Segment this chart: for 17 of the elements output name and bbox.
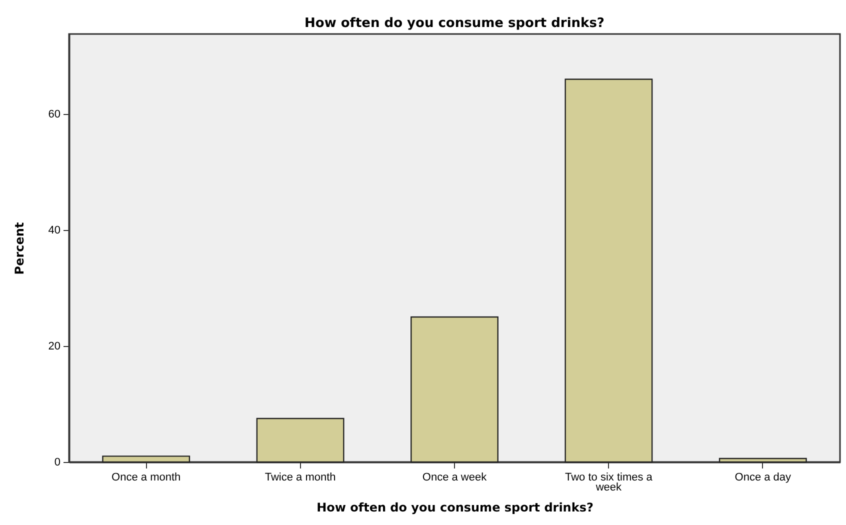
bar <box>410 316 498 463</box>
bar <box>256 418 344 463</box>
bar <box>102 456 190 463</box>
bar <box>718 458 807 463</box>
x-tick-label: Twice a month <box>264 472 336 484</box>
x-tick-label: Two to six times a week <box>564 472 654 494</box>
x-tick-label: Once a week <box>422 472 488 484</box>
chart-title: How often do you consume sport drinks? <box>304 16 604 31</box>
x-tick-label: Once a month <box>112 472 181 484</box>
y-tick-label: 60 <box>48 108 60 121</box>
y-tick-label: 20 <box>48 340 60 353</box>
x-tick-label: Once a day <box>734 472 792 484</box>
y-axis-title: Percent <box>12 222 26 275</box>
y-tick-label: 0 <box>54 456 60 468</box>
bar <box>564 78 653 463</box>
x-axis-title: How often do you consume sport drinks? <box>316 500 594 514</box>
y-tick-label: 40 <box>48 224 60 237</box>
